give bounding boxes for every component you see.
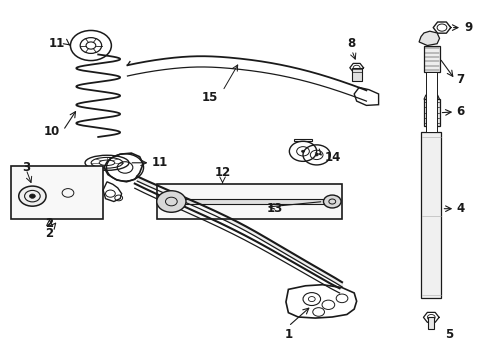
Circle shape <box>301 150 304 152</box>
Text: 2: 2 <box>45 216 53 230</box>
Text: 4: 4 <box>455 202 464 215</box>
Text: 9: 9 <box>463 21 471 34</box>
Text: 2: 2 <box>45 227 53 240</box>
Text: 14: 14 <box>325 151 341 164</box>
Polygon shape <box>423 95 439 99</box>
Text: 11: 11 <box>152 156 168 169</box>
Text: 8: 8 <box>347 37 355 50</box>
Text: 11: 11 <box>49 36 65 50</box>
Bar <box>157 184 341 220</box>
Text: 7: 7 <box>455 73 463 86</box>
Bar <box>423 99 439 126</box>
Text: 15: 15 <box>202 91 218 104</box>
Bar <box>427 318 433 329</box>
Text: 1: 1 <box>284 328 292 341</box>
Text: 13: 13 <box>266 202 282 215</box>
Bar <box>11 166 103 220</box>
Circle shape <box>19 186 46 206</box>
Bar <box>351 68 361 81</box>
Circle shape <box>29 194 35 198</box>
Circle shape <box>315 154 318 156</box>
Bar <box>423 45 439 72</box>
Text: 12: 12 <box>214 166 230 179</box>
Text: 5: 5 <box>445 328 453 341</box>
Text: 10: 10 <box>44 125 60 138</box>
Text: 3: 3 <box>22 161 30 174</box>
Bar <box>420 132 441 298</box>
Text: 6: 6 <box>455 105 464 118</box>
Circle shape <box>323 195 340 208</box>
Circle shape <box>157 191 185 212</box>
Polygon shape <box>418 31 439 45</box>
Polygon shape <box>171 199 331 204</box>
Bar <box>425 72 436 132</box>
